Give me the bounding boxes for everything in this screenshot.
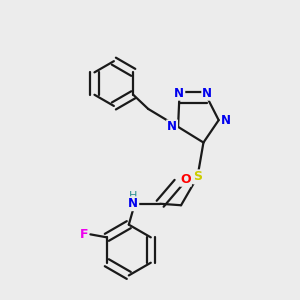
Text: N: N <box>202 87 212 100</box>
Text: N: N <box>221 114 231 127</box>
Text: N: N <box>174 87 184 100</box>
Text: N: N <box>128 197 138 210</box>
Text: F: F <box>80 228 88 241</box>
Text: S: S <box>193 170 202 183</box>
Text: N: N <box>167 120 177 134</box>
Text: O: O <box>180 173 191 186</box>
Text: H: H <box>129 191 137 201</box>
